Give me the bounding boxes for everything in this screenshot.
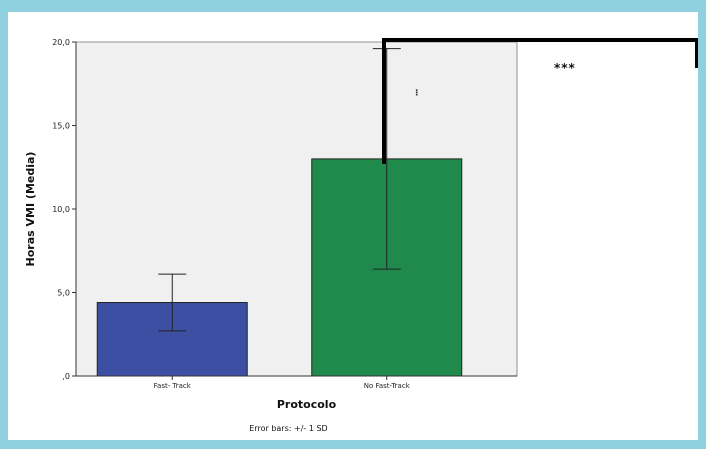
bar-chart: ,0 5,0 10,0 15,0 20,0 Fast- Track No Fast-Tra… <box>24 38 698 433</box>
significance-label: *** <box>554 61 576 75</box>
x-axis: Fast- Track No Fast-Track <box>76 375 517 390</box>
error-bars <box>158 48 401 332</box>
y-tick-label: 5,0 <box>57 289 70 298</box>
y-tick-label: 20,0 <box>52 38 70 47</box>
error-bars-note: Error bars: +/- 1 SD <box>249 424 327 433</box>
x-tick-label: No Fast-Track <box>364 382 411 390</box>
y-axis: ,0 5,0 10,0 15,0 20,0 <box>52 38 77 381</box>
significance-bracket <box>382 38 698 164</box>
chart-frame: ,0 5,0 10,0 15,0 20,0 Fast- Track No Fast-Tra… <box>8 12 698 440</box>
y-axis-title: Horas VMI (Media) <box>24 152 37 267</box>
x-axis-title: Protocolo <box>277 398 337 411</box>
x-tick-label: Fast- Track <box>154 382 192 390</box>
y-tick-label: 15,0 <box>52 122 70 131</box>
y-tick-label: ,0 <box>62 372 70 381</box>
y-tick-label: 10,0 <box>52 205 70 214</box>
outlier-marker: ⁝ <box>415 88 418 98</box>
